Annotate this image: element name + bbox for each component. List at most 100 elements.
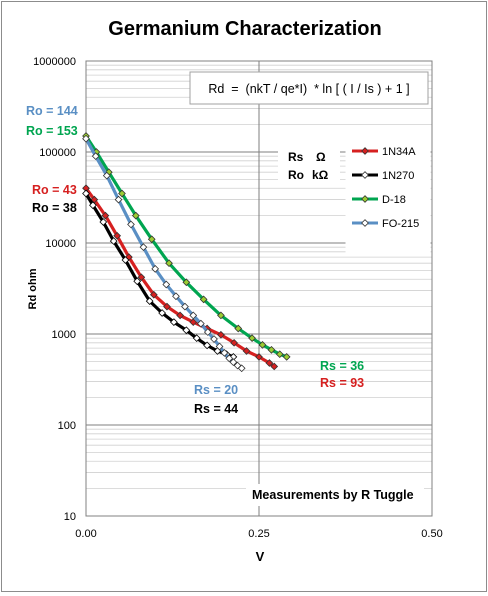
- data-point-1n34a: [113, 231, 122, 240]
- data-point-1n270: [192, 334, 201, 343]
- formula-text: Rd = (nkT / qe*I) * ln [ ( I / Is ) + 1 …: [208, 82, 409, 96]
- y-tick-label: 10000: [45, 238, 76, 250]
- series-d18: [82, 132, 291, 361]
- data-point-1n34a: [265, 359, 274, 367]
- data-point-fo215: [215, 342, 224, 351]
- data-point-fo215: [162, 280, 171, 289]
- data-point-d18: [234, 324, 243, 333]
- data-point-1n34a: [217, 330, 225, 339]
- data-point-fo215: [139, 243, 148, 252]
- legend-marker-d18: [361, 195, 369, 203]
- data-point-1n34a: [270, 362, 279, 371]
- legend-item-d18: D-18: [352, 194, 406, 206]
- series-line-d18: [84, 135, 288, 359]
- annotation-rs-fo215: Rs = 20: [194, 383, 238, 397]
- units-note-frame: [278, 145, 340, 186]
- y-axis-ticks: 10 100 1000 10000 100000 1000000: [33, 56, 76, 523]
- data-point-1n270: [170, 318, 178, 327]
- data-point-d18: [147, 235, 156, 244]
- formula-box-frame: [189, 71, 429, 105]
- legend-label-d18: D-18: [382, 194, 406, 206]
- data-point-d18: [275, 350, 284, 359]
- data-point-1n34a: [137, 273, 146, 282]
- annotation-ro-fo215: Ro = 144: [26, 104, 78, 118]
- legend-label-fo215: FO-215: [382, 218, 419, 230]
- data-point-fo215: [233, 361, 242, 370]
- data-point-d18: [131, 211, 140, 220]
- y-tick-label: 100: [58, 420, 76, 432]
- legend: 1N34A 1N270 D-18 FO-215: [345, 135, 431, 253]
- credit-box: [246, 484, 424, 506]
- annotation-ro-d18: Ro = 153: [26, 124, 78, 138]
- data-point-fo215: [237, 364, 246, 373]
- series-layer: [82, 132, 291, 373]
- data-point-1n34a: [176, 311, 184, 320]
- annotation-credit: Measurements by R Tuggle: [252, 488, 414, 502]
- x-axis-ticks: 0.00 0.25 0.50: [75, 528, 442, 540]
- data-point-fo215: [189, 311, 198, 320]
- data-point-1n34a: [101, 211, 110, 220]
- plot-area: [82, 60, 433, 517]
- legend-label-1n34a: 1N34A: [382, 146, 416, 158]
- units-rs-label: Rs: [288, 150, 304, 164]
- data-point-fo215: [172, 292, 180, 301]
- data-point-d18: [282, 353, 291, 361]
- formula-box: Rd = (nkT / qe*I) * ln [ ( I / Is ) + 1 …: [189, 71, 429, 105]
- x-axis-label: V: [256, 549, 265, 564]
- data-point-1n270: [121, 256, 130, 264]
- units-rs-unit: Ω: [316, 150, 326, 164]
- data-point-1n270: [145, 297, 154, 305]
- data-point-1n270: [109, 237, 118, 245]
- chart-title: Germanium Characterization: [108, 18, 381, 40]
- data-point-1n34a: [255, 353, 263, 361]
- annotation-rs-1n34a: Rs = 93: [320, 376, 364, 390]
- data-point-d18: [182, 278, 191, 287]
- legend-marker-1n34a: [361, 147, 369, 155]
- data-point-fo215: [151, 264, 160, 273]
- units-ro-label: Ro: [288, 168, 304, 182]
- data-point-1n270: [182, 326, 191, 335]
- units-note: Rs Ω Ro kΩ: [278, 145, 340, 186]
- legend-item-1n34a: 1N34A: [352, 146, 416, 158]
- y-tick-label: 100000: [39, 147, 76, 159]
- data-point-1n34a: [163, 302, 171, 311]
- data-point-fo215: [91, 152, 100, 161]
- data-point-1n270: [203, 341, 211, 350]
- data-point-1n34a: [242, 347, 251, 355]
- data-point-1n270: [82, 189, 90, 198]
- data-point-1n270: [133, 277, 142, 286]
- data-point-fo215: [229, 358, 238, 367]
- y-tick-label: 10: [64, 511, 76, 523]
- data-point-1n34a: [189, 318, 198, 327]
- data-point-d18: [217, 311, 225, 320]
- y-tick-label: 1000000: [33, 56, 76, 68]
- annotation-ro-1n34a: Ro = 43: [32, 183, 77, 197]
- x-tick-label: 0.00: [75, 528, 96, 540]
- legend-marker-fo215: [361, 219, 369, 227]
- data-point-fo215: [102, 171, 111, 180]
- data-point-fo215: [82, 134, 90, 143]
- y-tick-label: 1000: [52, 329, 76, 341]
- units-ro-unit: kΩ: [312, 168, 329, 182]
- data-point-fo215: [127, 220, 135, 229]
- annotation-rs-1n270: Rs = 44: [194, 402, 238, 416]
- y-axis-label: Rd ohm: [27, 268, 39, 309]
- data-point-fo215: [197, 319, 205, 328]
- data-point-fo215: [220, 349, 229, 357]
- data-point-d18: [267, 345, 276, 354]
- series-1n34a: [82, 184, 279, 371]
- x-tick-label: 0.25: [248, 528, 269, 540]
- x-tick-label: 0.50: [421, 528, 442, 540]
- data-point-d18: [258, 340, 267, 349]
- series-1n270: [82, 189, 238, 361]
- data-point-1n270: [99, 218, 108, 226]
- data-point-d18: [199, 295, 208, 304]
- annotation-rs-d18: Rs = 36: [320, 359, 364, 373]
- data-point-fo215: [181, 302, 189, 311]
- data-point-fo215: [203, 328, 212, 336]
- data-point-fo215: [114, 195, 123, 204]
- data-point-1n34a: [149, 290, 158, 299]
- series-fo215: [82, 134, 246, 373]
- legend-marker-1n270: [361, 171, 369, 179]
